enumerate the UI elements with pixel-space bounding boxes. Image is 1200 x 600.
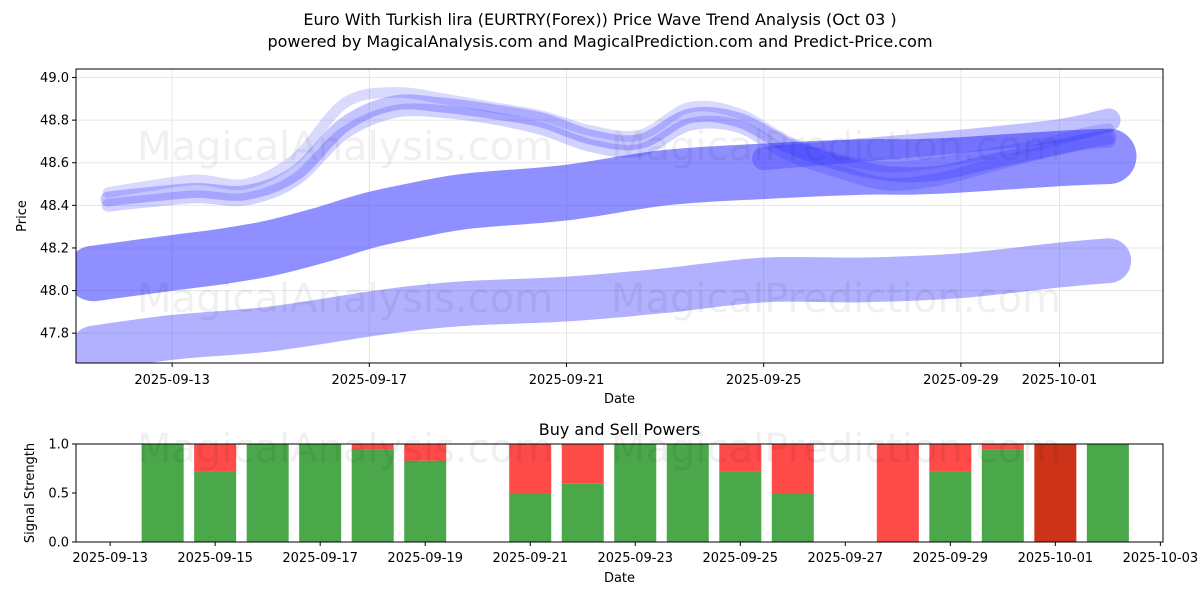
x-tick-label: 2025-09-27 bbox=[808, 551, 884, 566]
buy-power-bar bbox=[981, 449, 1024, 542]
buy-power-bar bbox=[719, 471, 762, 542]
sell-power-bar bbox=[404, 444, 447, 461]
y-tick-label: 1.0 bbox=[48, 438, 69, 453]
buy-power-bar bbox=[404, 460, 447, 542]
buy-power-bar bbox=[299, 444, 342, 542]
y-tick-label: 48.8 bbox=[40, 114, 69, 129]
signal-chart-title: Buy and Sell Powers bbox=[539, 420, 701, 439]
sell-power-bar bbox=[1034, 444, 1077, 542]
watermark-text: MagicalAnalysis.com bbox=[137, 276, 553, 322]
price-plot-frame bbox=[75, 68, 1164, 364]
price-wave-band bbox=[752, 108, 1121, 171]
x-tick-label: 2025-09-29 bbox=[913, 551, 989, 566]
buy-power-bar bbox=[929, 471, 972, 542]
y-tick-label: 48.4 bbox=[40, 199, 69, 214]
watermark-text: MagicalAnalysis.com bbox=[137, 124, 553, 170]
chart-title: Euro With Turkish lira (EURTRY(Forex)) P… bbox=[303, 10, 897, 29]
sell-power-bar bbox=[929, 444, 972, 472]
x-tick-label: 2025-10-01 bbox=[1022, 373, 1098, 388]
y-tick-label: 0.0 bbox=[48, 536, 69, 551]
x-tick-label: 2025-09-25 bbox=[702, 551, 778, 566]
watermark-text: MagicalPrediction.com bbox=[611, 276, 1061, 322]
price-wave-band bbox=[102, 87, 1115, 198]
x-tick-label: 2025-10-03 bbox=[1123, 551, 1199, 566]
x-tick-label: 2025-09-25 bbox=[726, 373, 802, 388]
x-tick-label: 2025-09-13 bbox=[134, 373, 210, 388]
watermark-text: MagicalAnalysis.com bbox=[137, 426, 553, 472]
x-tick-label: 2025-09-15 bbox=[177, 551, 253, 566]
x-tick-label: 2025-09-21 bbox=[529, 373, 605, 388]
buy-power-bar bbox=[561, 483, 604, 542]
y-tick-label: 49.0 bbox=[40, 71, 69, 86]
sell-power-bar bbox=[719, 444, 762, 472]
price-wave-band bbox=[76, 238, 1132, 363]
x-tick-label: 2025-09-29 bbox=[923, 373, 999, 388]
x-tick-label: 2025-09-13 bbox=[72, 551, 148, 566]
sell-power-bar bbox=[194, 444, 237, 472]
x-tick-label: 2025-10-01 bbox=[1018, 551, 1094, 566]
sell-power-bar bbox=[351, 444, 394, 450]
sell-power-bar bbox=[561, 444, 604, 484]
sell-power-bar bbox=[509, 444, 552, 493]
price-wave-band bbox=[76, 128, 1137, 302]
x-axis-label: Date bbox=[604, 571, 635, 586]
x-tick-label: 2025-09-17 bbox=[282, 551, 358, 566]
buy-power-bar bbox=[246, 444, 289, 542]
buy-power-bar bbox=[351, 449, 394, 542]
buy-power-bar bbox=[141, 444, 184, 542]
buy-power-bar bbox=[509, 493, 552, 542]
buy-power-bar bbox=[666, 444, 709, 542]
y-tick-label: 48.0 bbox=[40, 284, 69, 299]
price-wave-band bbox=[101, 103, 1116, 212]
watermark-text: MagicalPrediction.com bbox=[611, 124, 1061, 170]
sell-power-bar bbox=[981, 444, 1024, 450]
y-tick-label: 48.2 bbox=[40, 241, 69, 256]
x-tick-label: 2025-09-19 bbox=[387, 551, 463, 566]
y-tick-label: 47.8 bbox=[40, 327, 69, 342]
y-axis-label: Price bbox=[15, 200, 30, 232]
y-tick-label: 0.5 bbox=[48, 487, 69, 502]
watermark-text: MagicalPrediction.com bbox=[611, 426, 1061, 472]
price-wave-band bbox=[100, 94, 1117, 207]
chart-subtitle: powered by MagicalAnalysis.com and Magic… bbox=[267, 32, 933, 51]
y-tick-label: 48.6 bbox=[40, 156, 69, 171]
buy-power-bar bbox=[771, 493, 814, 542]
y-axis-label: Signal Strength bbox=[23, 443, 38, 543]
x-axis-label: Date bbox=[604, 392, 635, 407]
buy-power-bar bbox=[1086, 444, 1129, 542]
x-tick-label: 2025-09-17 bbox=[332, 373, 408, 388]
sell-power-bar bbox=[771, 444, 814, 493]
x-tick-label: 2025-09-23 bbox=[597, 551, 673, 566]
x-tick-label: 2025-09-21 bbox=[492, 551, 568, 566]
buy-power-bar bbox=[614, 444, 657, 542]
buy-power-bar bbox=[194, 471, 237, 542]
sell-power-bar bbox=[876, 444, 919, 542]
